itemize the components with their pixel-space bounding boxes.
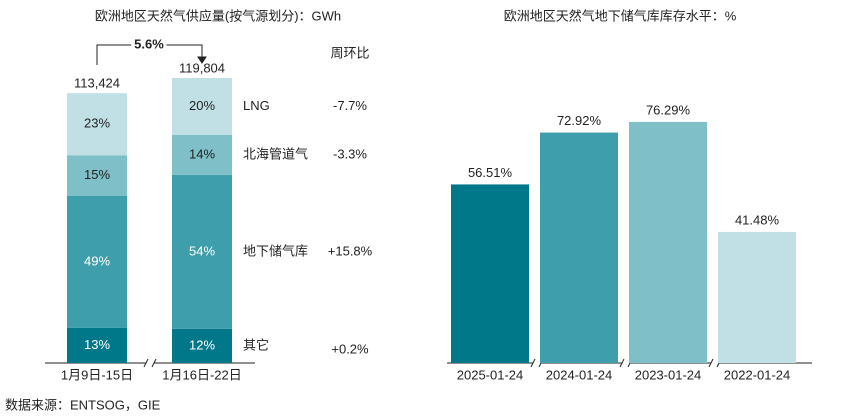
- segment-label: 49%: [84, 253, 110, 268]
- total-label: 113,424: [74, 76, 120, 91]
- segment-label: 20%: [189, 98, 215, 113]
- series-name: 其它: [243, 337, 269, 352]
- bar-segment: [172, 328, 232, 363]
- value-label: 72.92%: [557, 113, 602, 128]
- value-label: 76.29%: [646, 102, 691, 117]
- bar-segment: [172, 135, 232, 175]
- bar: [451, 184, 529, 363]
- change-label: +0.2%: [331, 341, 369, 356]
- total-label: 119,804: [179, 60, 225, 75]
- segment-label: 13%: [84, 337, 110, 352]
- change-header: 周环比: [330, 45, 369, 60]
- x-tick-label: 2024-01-24: [546, 367, 613, 382]
- series-name: LNG: [243, 98, 270, 113]
- annotation-bracket: [96, 44, 207, 65]
- value-label: 56.51%: [468, 165, 513, 180]
- series-name: 北海管道气: [243, 146, 308, 161]
- bar-segment: [67, 93, 127, 156]
- bar: [718, 231, 796, 363]
- annotation-label: 5.6%: [134, 36, 164, 51]
- change-label: -3.3%: [333, 146, 367, 161]
- x-tick-label: 2022-01-24: [724, 367, 791, 382]
- left-title: 欧洲地区天然气供应量(按气源划分)：GWh: [95, 8, 341, 23]
- segment-label: 23%: [84, 116, 110, 131]
- right-title: 欧洲地区天然气地下储气库库存水平：%: [504, 8, 737, 23]
- bar-segment: [172, 174, 232, 329]
- x-tick-label: 1月16日-22日: [162, 367, 241, 382]
- x-tick-label: 1月9日-15日: [61, 367, 133, 382]
- value-label: 41.48%: [735, 212, 780, 227]
- x-tick-label: 2023-01-24: [635, 367, 702, 382]
- x-tick-label: 2025-01-24: [457, 367, 524, 382]
- segment-label: 15%: [84, 167, 110, 182]
- change-label: +15.8%: [328, 243, 373, 258]
- segment-label: 54%: [189, 243, 215, 258]
- source-note: 数据来源：ENTSOG，GIE: [5, 397, 161, 412]
- bar: [629, 121, 707, 363]
- change-label: -7.7%: [333, 98, 367, 113]
- bar-segment: [67, 155, 127, 196]
- bar: [540, 132, 618, 363]
- segment-label: 12%: [189, 337, 215, 352]
- series-name: 地下储气库: [243, 243, 308, 258]
- bar-segment: [67, 327, 127, 363]
- bar-segment: [67, 195, 127, 328]
- bar-segment: [172, 78, 232, 135]
- segment-label: 14%: [189, 146, 215, 161]
